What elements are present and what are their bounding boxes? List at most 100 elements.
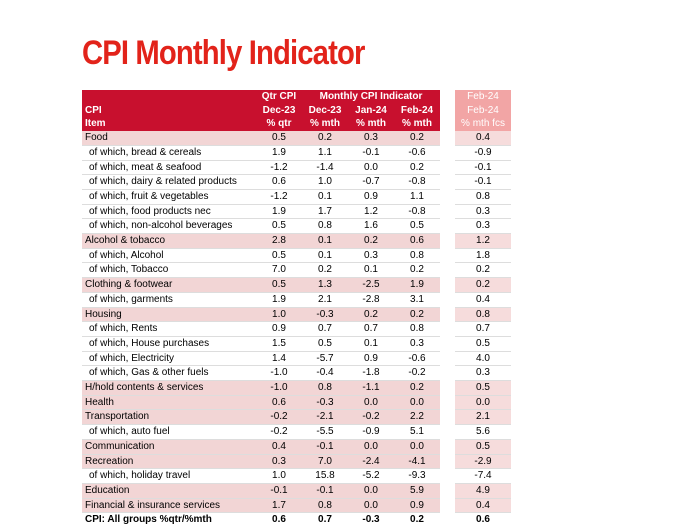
qtr-value: 1.0 bbox=[256, 307, 302, 323]
month-value: 0.1 bbox=[348, 262, 394, 279]
table-row: Financial & insurance services 1.7 0.8 0.0 0… bbox=[82, 498, 511, 514]
month-value: -0.1 bbox=[348, 145, 394, 161]
row-item-label: Financial & insurance services bbox=[82, 498, 256, 514]
month-value: 0.8 bbox=[302, 498, 348, 514]
month-value: -5.2 bbox=[348, 468, 394, 484]
forecast-value: 0.3 bbox=[455, 365, 511, 382]
month-value: 2.2 bbox=[394, 409, 440, 426]
table-row: H/hold contents & services -1.0 0.8 -1.1 0.2… bbox=[82, 380, 511, 396]
month-value: -1.4 bbox=[302, 160, 348, 176]
month-value: -1.8 bbox=[348, 365, 394, 382]
forecast-value: -0.1 bbox=[455, 174, 511, 190]
header-cell: % mth bbox=[394, 117, 440, 132]
month-value: 0.1 bbox=[302, 189, 348, 205]
row-item-label: of which, Tobacco bbox=[82, 262, 256, 279]
qtr-value: 1.7 bbox=[256, 498, 302, 514]
month-value: 0.0 bbox=[394, 439, 440, 455]
table-row: of which, dairy & related products 0.6 1.0… bbox=[82, 174, 511, 190]
month-value: 1.3 bbox=[302, 277, 348, 293]
month-value: -0.8 bbox=[394, 204, 440, 220]
row-item-label: Communication bbox=[82, 439, 256, 455]
qtr-value: -1.2 bbox=[256, 189, 302, 205]
forecast-value: 0.3 bbox=[455, 218, 511, 235]
month-value: 0.9 bbox=[394, 498, 440, 514]
month-value: -2.5 bbox=[348, 277, 394, 293]
table-row: Communication 0.4 -0.1 0.0 0.0 0.5 bbox=[82, 439, 511, 455]
header-row-3: Item % qtr % mth % mth % mth % mth fcs bbox=[82, 117, 511, 132]
gap-cell bbox=[440, 365, 455, 381]
header-cpi: CPI bbox=[82, 103, 256, 118]
month-value: -0.7 bbox=[348, 174, 394, 190]
qtr-value: 0.5 bbox=[256, 131, 302, 146]
gap-cell bbox=[440, 204, 455, 219]
gap-cell bbox=[440, 439, 455, 455]
qtr-value: 1.5 bbox=[256, 336, 302, 352]
forecast-value: 0.5 bbox=[455, 439, 511, 455]
month-value: 0.2 bbox=[394, 307, 440, 323]
table-row: of which, Tobacco 7.0 0.2 0.1 0.2 0.2 bbox=[82, 262, 511, 279]
table-row: CPI: All groups %qtr/%mth 0.6 0.7 -0.3 0.2 0.… bbox=[82, 512, 511, 527]
row-item-label: of which, Gas & other fuels bbox=[82, 365, 256, 382]
month-value: -0.6 bbox=[394, 351, 440, 367]
month-value: 0.2 bbox=[302, 131, 348, 146]
qtr-value: 0.6 bbox=[256, 395, 302, 411]
row-item-label: of which, dairy & related products bbox=[82, 174, 256, 190]
qtr-value: -1.0 bbox=[256, 365, 302, 382]
forecast-value: 0.4 bbox=[455, 498, 511, 514]
qtr-value: 0.6 bbox=[256, 512, 302, 527]
forecast-value: 0.6 bbox=[455, 512, 511, 527]
gap-cell bbox=[440, 483, 455, 499]
header-cell: Dec-23 bbox=[256, 103, 302, 118]
month-value: 1.1 bbox=[394, 189, 440, 205]
qtr-value: 0.4 bbox=[256, 439, 302, 455]
gap-cell bbox=[440, 248, 455, 263]
month-value: -2.1 bbox=[302, 409, 348, 426]
gap-cell bbox=[440, 409, 455, 425]
table-row: Education -0.1 -0.1 0.0 5.9 4.9 bbox=[82, 483, 511, 499]
header-row-1: Qtr CPI Monthly CPI Indicator Feb-24 bbox=[82, 90, 511, 104]
table-row: Transportation -0.2 -2.1 -0.2 2.2 2.1 bbox=[82, 409, 511, 426]
row-item-label: of which, meat & seafood bbox=[82, 160, 256, 176]
forecast-value: 0.5 bbox=[455, 336, 511, 352]
forecast-value: 0.2 bbox=[455, 262, 511, 279]
row-item-label: Health bbox=[82, 395, 256, 411]
row-item-label: H/hold contents & services bbox=[82, 380, 256, 396]
header-cell: % mth bbox=[302, 117, 348, 132]
row-item-label: Education bbox=[82, 483, 256, 499]
forecast-value: 0.8 bbox=[455, 307, 511, 323]
month-value: 1.1 bbox=[302, 145, 348, 161]
month-value: -5.7 bbox=[302, 351, 348, 367]
gap-cell bbox=[440, 117, 455, 132]
table-row: of which, holiday travel 1.0 15.8 -5.2 -9.3-… bbox=[82, 468, 511, 484]
qtr-value: -0.2 bbox=[256, 424, 302, 440]
qtr-value: 0.5 bbox=[256, 277, 302, 293]
forecast-value: -7.4 bbox=[455, 468, 511, 484]
month-value: -0.2 bbox=[348, 409, 394, 426]
row-item-label: Recreation bbox=[82, 454, 256, 470]
gap-cell bbox=[440, 468, 455, 484]
qtr-value: 0.5 bbox=[256, 218, 302, 235]
month-value: 0.8 bbox=[394, 248, 440, 264]
forecast-value: 0.5 bbox=[455, 380, 511, 396]
month-value: 1.7 bbox=[302, 204, 348, 220]
gap-cell bbox=[440, 90, 455, 104]
month-value: 0.1 bbox=[348, 336, 394, 352]
gap-cell bbox=[440, 145, 455, 161]
header-item: Item bbox=[82, 117, 256, 132]
row-item-label: Food bbox=[82, 131, 256, 146]
row-item-label: of which, garments bbox=[82, 292, 256, 308]
header-cell: Feb-24 bbox=[455, 103, 511, 118]
row-item-label: of which, auto fuel bbox=[82, 424, 256, 440]
header-monthly-indicator: Monthly CPI Indicator bbox=[302, 90, 440, 104]
header-cell: Dec-23 bbox=[302, 103, 348, 118]
gap-cell bbox=[440, 351, 455, 366]
gap-cell bbox=[440, 131, 455, 146]
month-value: 0.1 bbox=[302, 248, 348, 264]
gap-cell bbox=[440, 233, 455, 249]
qtr-value: -1.0 bbox=[256, 380, 302, 396]
qtr-value: 0.5 bbox=[256, 248, 302, 264]
month-value: 0.6 bbox=[394, 233, 440, 249]
row-item-label: of which, non-alcohol beverages bbox=[82, 218, 256, 235]
row-item-label: of which, Alcohol bbox=[82, 248, 256, 264]
qtr-value: 1.9 bbox=[256, 145, 302, 161]
